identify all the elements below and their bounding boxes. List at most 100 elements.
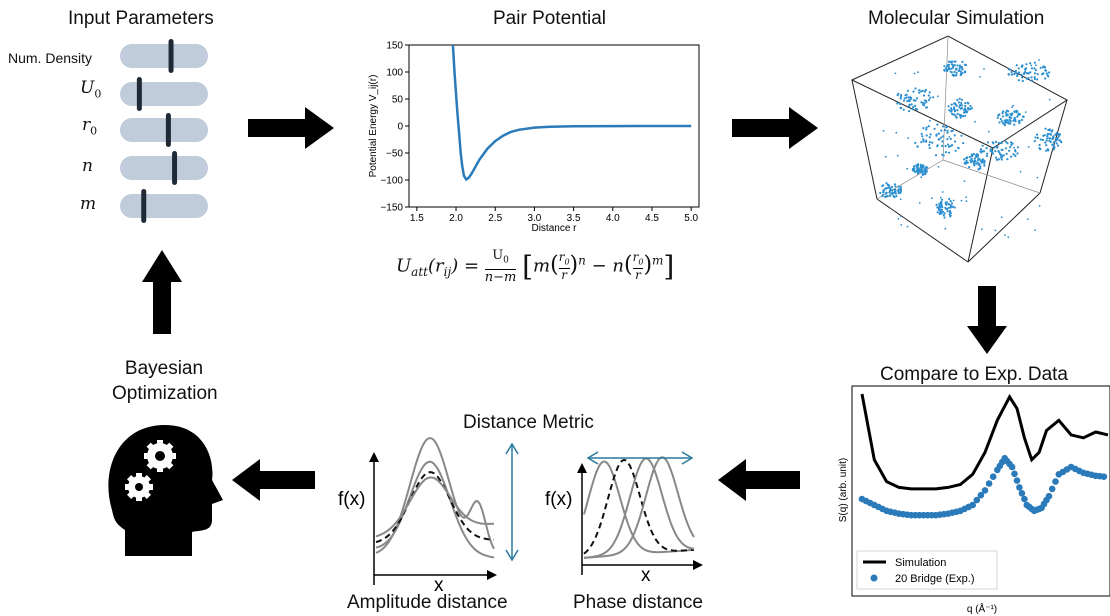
particle <box>960 101 963 105</box>
amplitude-curve <box>375 460 495 559</box>
particle <box>965 200 968 203</box>
experimental-points <box>858 454 1108 519</box>
particle <box>925 106 928 109</box>
particle <box>941 206 944 209</box>
particle <box>981 228 983 231</box>
particle <box>894 192 898 195</box>
particle <box>900 224 903 226</box>
amplitude-curve <box>375 471 495 544</box>
particle <box>1016 110 1019 113</box>
particle <box>886 186 890 189</box>
particle <box>897 191 901 194</box>
particle <box>991 152 995 155</box>
particle <box>882 189 885 192</box>
particle <box>958 106 961 109</box>
particle <box>1014 154 1017 157</box>
particle <box>971 153 974 156</box>
particle <box>994 140 998 144</box>
particle <box>955 67 958 70</box>
pair-ytick-label: 50 <box>392 95 404 106</box>
particle <box>1007 122 1010 125</box>
particle <box>949 212 952 215</box>
particle <box>997 150 1000 153</box>
particle <box>1021 65 1024 68</box>
particle <box>914 87 917 90</box>
particle <box>1041 138 1044 142</box>
particle <box>906 89 910 92</box>
particle <box>918 170 922 173</box>
particle <box>1008 149 1011 152</box>
particle <box>946 207 949 211</box>
particle <box>916 172 920 175</box>
amp-fx-label: f(x) <box>338 489 365 510</box>
particle <box>1027 76 1030 80</box>
particle <box>1030 76 1033 79</box>
particle <box>994 229 997 232</box>
particle <box>921 173 925 176</box>
particle <box>1048 132 1052 136</box>
particle <box>1017 71 1021 74</box>
particle <box>983 68 985 70</box>
particle <box>1038 143 1041 147</box>
particle <box>928 146 931 150</box>
particle <box>962 115 965 118</box>
particle <box>966 110 969 113</box>
particle <box>944 144 947 148</box>
particle <box>1006 142 1009 145</box>
particle <box>911 108 914 111</box>
pair-xtick-label: 3.0 <box>527 213 541 224</box>
particle <box>925 139 928 142</box>
particle <box>905 93 908 96</box>
exp-point <box>977 491 985 499</box>
particle <box>974 120 976 123</box>
particle <box>1038 205 1041 207</box>
particle <box>920 176 923 179</box>
particle <box>982 150 986 153</box>
particle <box>960 134 963 137</box>
particle <box>1042 72 1045 75</box>
particle <box>882 130 885 132</box>
pair-potential-curve <box>451 44 692 182</box>
particle <box>1013 72 1016 76</box>
particle <box>896 154 899 157</box>
particle <box>940 204 943 207</box>
exp-point <box>1048 485 1056 493</box>
particle <box>920 169 924 172</box>
particle <box>961 60 964 64</box>
particle <box>1023 71 1026 75</box>
particle <box>948 67 951 70</box>
particle <box>899 185 902 188</box>
phase-curve <box>583 457 695 559</box>
legend-simulation: Simulation <box>895 557 946 569</box>
pair-xtick-label: 2.0 <box>449 213 463 224</box>
particle <box>975 162 978 165</box>
particle <box>914 104 917 107</box>
comparison-ylabel: S(q) (arb. unit) <box>838 458 849 522</box>
particle <box>970 157 973 160</box>
particle <box>942 125 945 128</box>
particle <box>1052 148 1055 151</box>
particle <box>918 91 921 94</box>
exp-point <box>1021 495 1028 503</box>
slider-handle-2 <box>165 113 171 147</box>
particle <box>943 65 946 68</box>
particle <box>943 216 946 219</box>
particle <box>1016 75 1019 78</box>
exp-point <box>1100 473 1108 481</box>
particle <box>1000 156 1003 159</box>
pair-xtick-label: 4.5 <box>645 213 659 224</box>
particle <box>1046 137 1049 140</box>
particle <box>1000 141 1003 144</box>
particle <box>958 64 962 67</box>
particle <box>1010 141 1013 144</box>
particle <box>947 206 951 209</box>
particle <box>1017 67 1020 70</box>
particle <box>998 113 1001 116</box>
particle <box>954 149 957 152</box>
slider-track-2 <box>120 118 208 142</box>
particle <box>882 191 885 194</box>
particle <box>1055 142 1058 145</box>
particle <box>960 107 963 110</box>
particle <box>947 143 950 146</box>
particle <box>1004 111 1007 114</box>
